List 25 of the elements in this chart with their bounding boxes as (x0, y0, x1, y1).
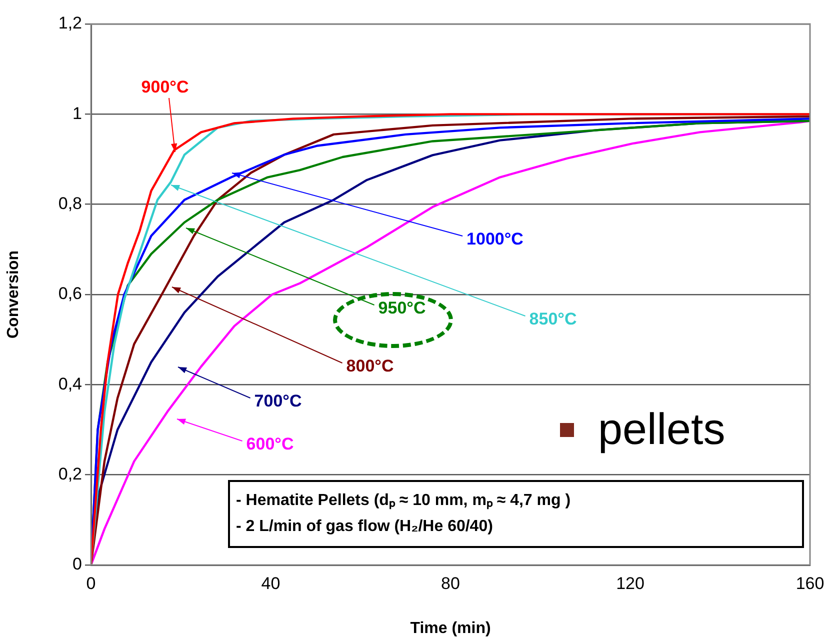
note-box: - Hematite Pellets (dₚ ≈ 10 mm, mₚ ≈ 4,7 mg ) - 2 L/min of gas flow (H₂/He 60/40) (228, 480, 804, 548)
x-axis-title: Time (min) (410, 620, 491, 637)
x-tick-label: 160 (796, 574, 824, 593)
y-tick-label: 1,2 (58, 14, 82, 33)
text: 900°C (141, 78, 189, 97)
x-tick-label: 0 (86, 574, 96, 593)
y-tick-label: 0,2 (58, 464, 82, 484)
text: 600°C (246, 434, 294, 454)
y-tick-label: 1 (72, 104, 82, 123)
x-tick-label: 80 (441, 574, 460, 593)
annotation: pellets (598, 405, 726, 455)
x-tick-label: 120 (616, 574, 644, 593)
y-tick-label: 0,4 (58, 374, 82, 394)
y-tick-label: 0 (72, 554, 82, 574)
annotation: - 2 L/min of gas flow (H₂/He 60/40) (236, 517, 494, 537)
text: 800°C (346, 356, 394, 376)
text: 1000°C (466, 230, 524, 249)
annotation: - Hematite Pellets (dₚ ≈ 10 mm, mₚ ≈ 4,7 mg ) (236, 491, 572, 512)
text: 850°C (529, 310, 577, 329)
y-tick-label: 0,6 (58, 284, 82, 304)
text: 950°C (378, 298, 426, 318)
y-tick-label: 0,8 (58, 194, 82, 214)
x-tick-label: 40 (261, 574, 280, 593)
text: 700°C (254, 392, 302, 411)
y-axis-title: Conversion (5, 250, 22, 339)
